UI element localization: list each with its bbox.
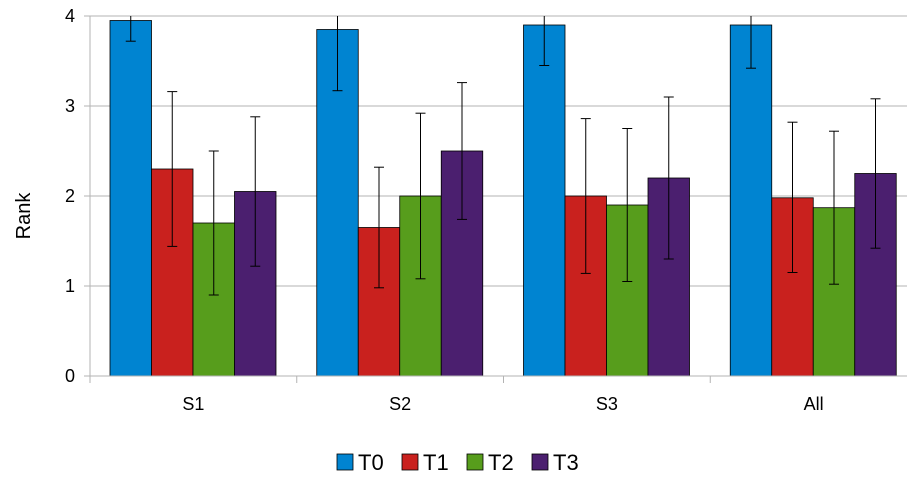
bar-t0-s1 — [109, 20, 152, 377]
y-tick-label-2: 2 — [65, 186, 75, 206]
bars — [109, 20, 897, 377]
x-tick-label-s1: S1 — [182, 394, 204, 414]
bar-t0-s3 — [523, 24, 566, 377]
x-tick-label-all: All — [804, 394, 824, 414]
y-tick-labels: 0 1 2 3 4 — [65, 6, 75, 386]
y-axis-title: Rank — [13, 192, 35, 240]
legend-swatch-t0 — [336, 453, 354, 471]
legend: T0 T1 T2 T3 — [336, 450, 579, 475]
bar-t0-all — [729, 24, 773, 377]
axes — [84, 15, 907, 383]
legend-swatch-t3 — [531, 453, 549, 471]
error-bars — [125, 16, 881, 296]
x-tick-labels: S1 S2 S3 All — [182, 394, 823, 414]
legend-label-t1: T1 — [423, 450, 449, 475]
legend-label-t3: T3 — [553, 450, 579, 475]
y-tick-label-1: 1 — [65, 276, 75, 296]
x-tick-label-s3: S3 — [596, 394, 618, 414]
x-tick-label-s2: S2 — [389, 394, 411, 414]
y-tick-label-3: 3 — [65, 96, 75, 116]
legend-swatch-t2 — [466, 453, 484, 471]
legend-swatch-t1 — [401, 453, 419, 471]
legend-label-t0: T0 — [358, 450, 384, 475]
legend-label-t2: T2 — [488, 450, 514, 475]
y-tick-label-4: 4 — [65, 6, 75, 26]
y-tick-label-0: 0 — [65, 366, 75, 386]
